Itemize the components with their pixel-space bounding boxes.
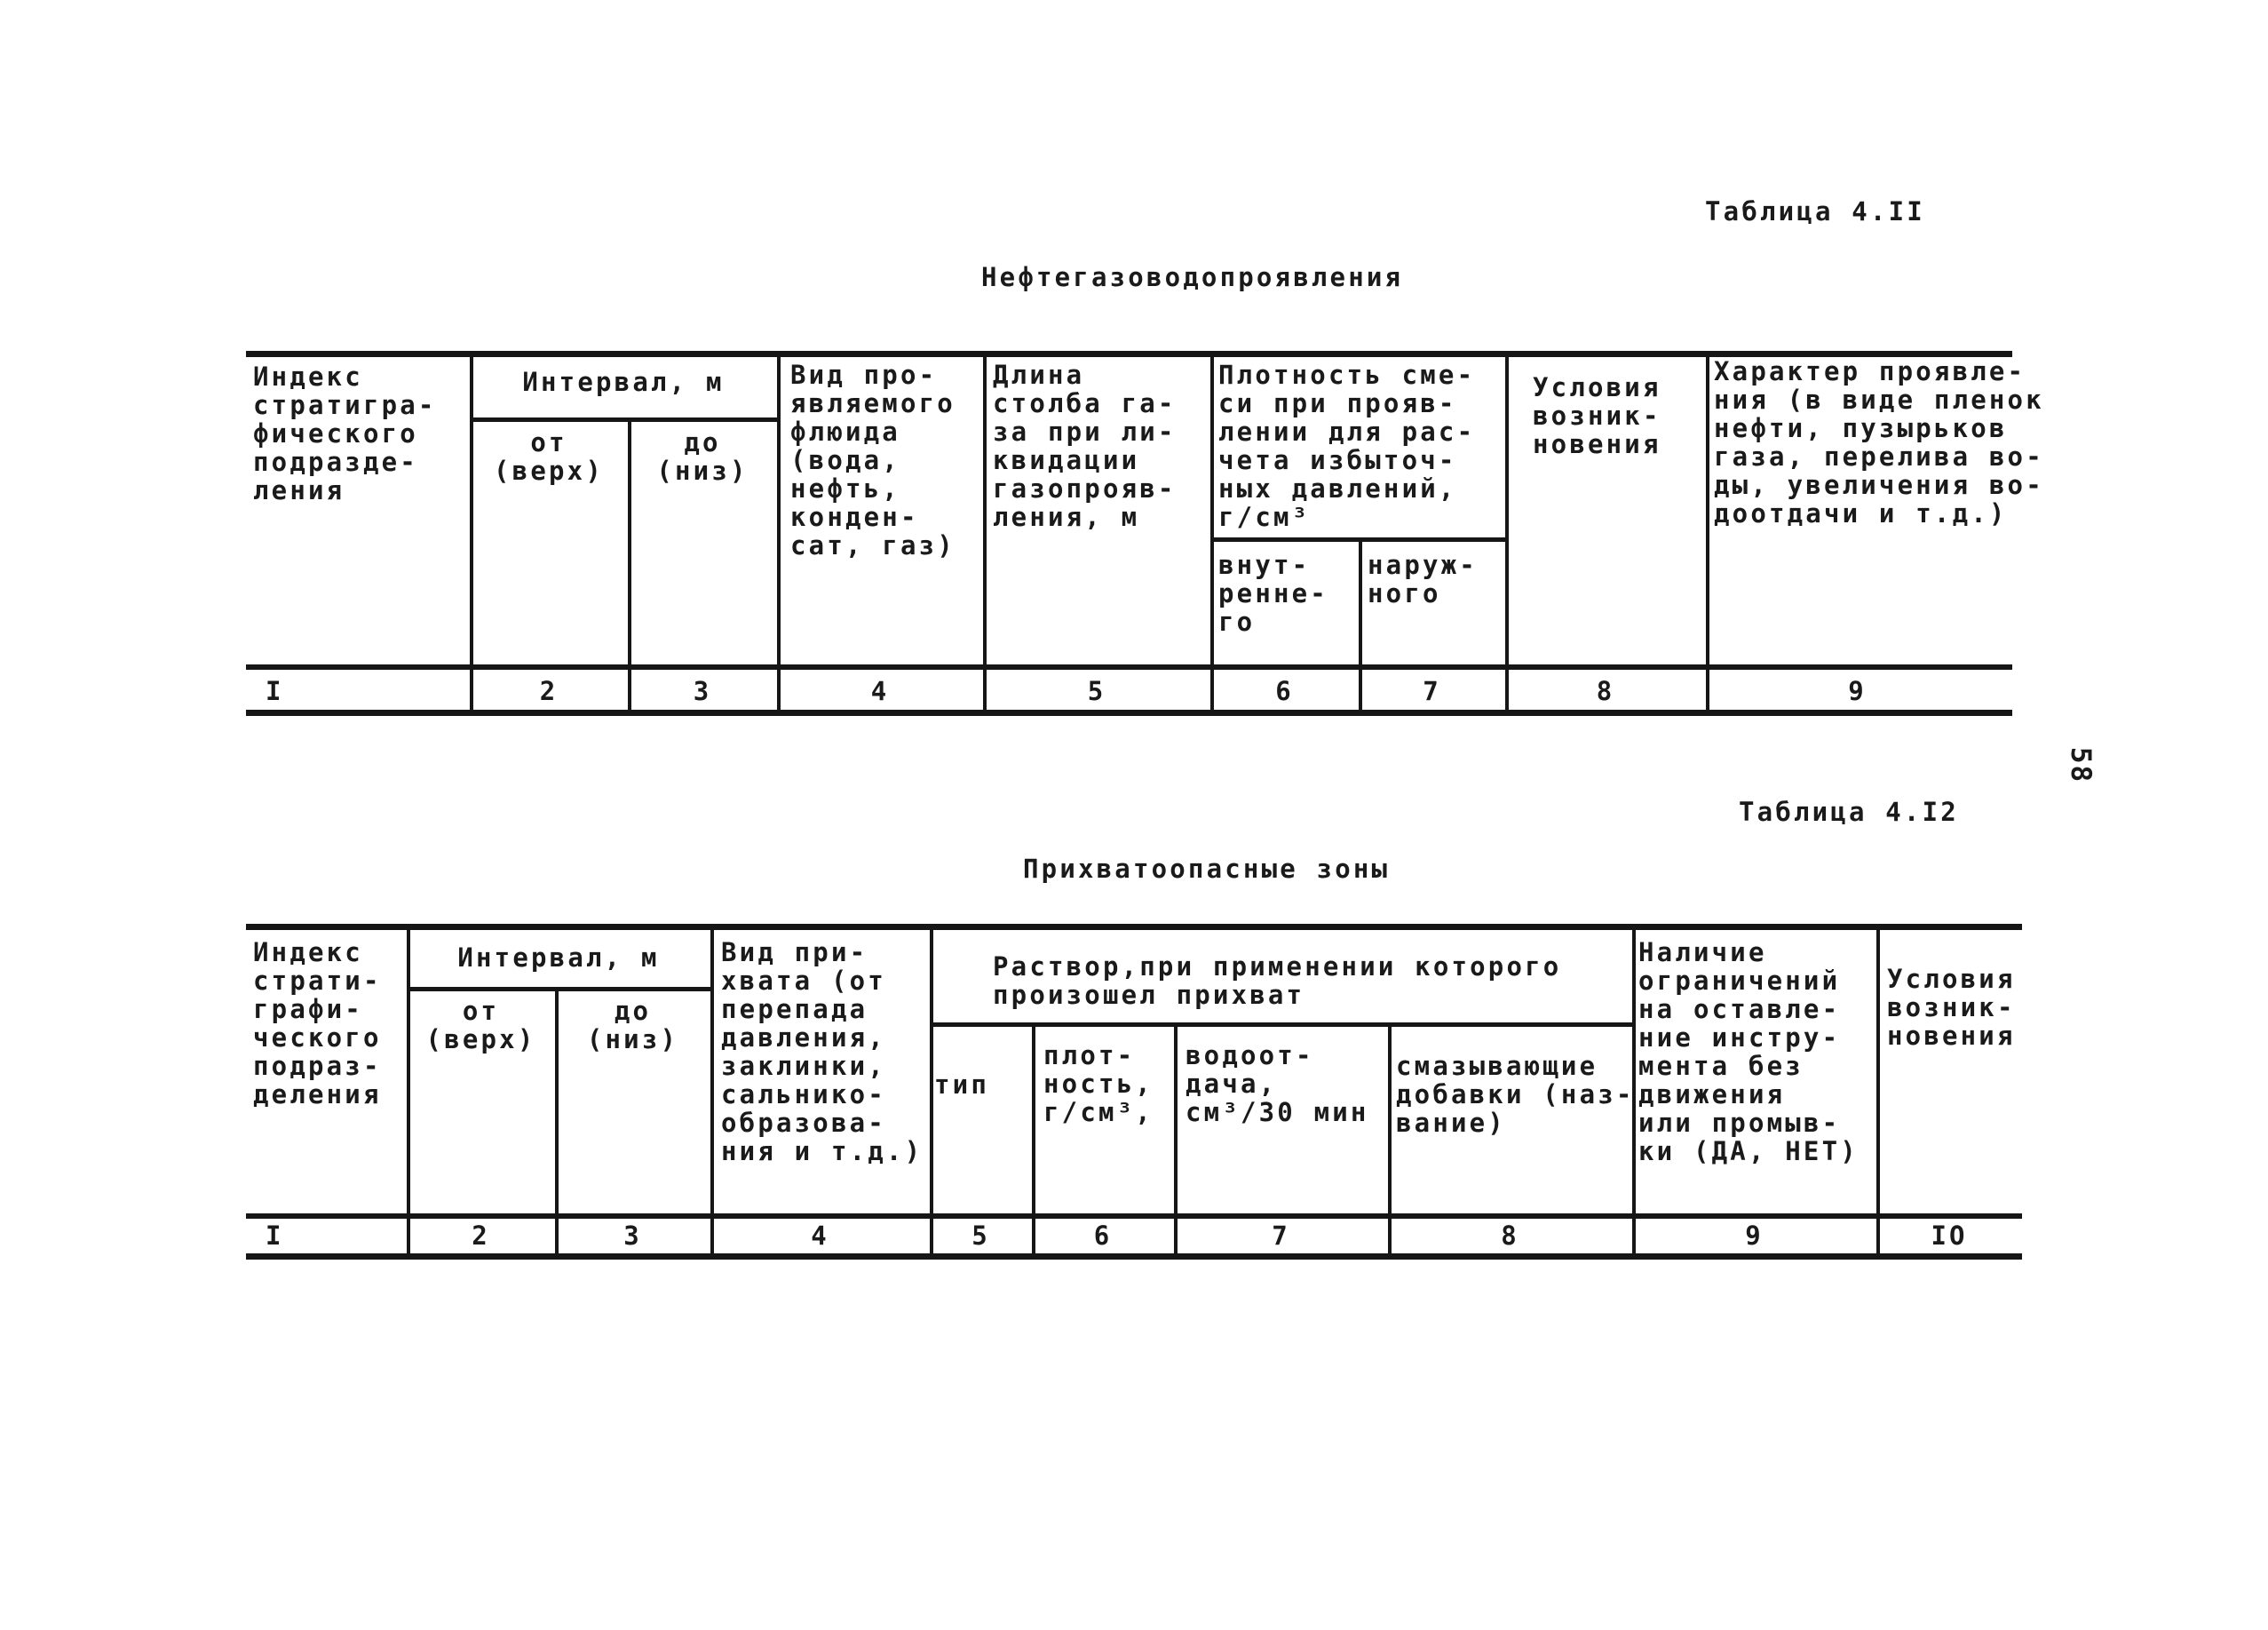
table-rule-line xyxy=(407,987,710,991)
table-rule-line xyxy=(246,1213,2022,1219)
table2-colnum-6: 6 xyxy=(1093,1221,1113,1251)
table1-header-fluid-kind: Вид про- являемого флюида (вода, нефть, … xyxy=(790,360,956,561)
table1-header-interval-from: от (верх) xyxy=(494,427,604,486)
table-rule-line xyxy=(930,924,933,1260)
table-rule-line xyxy=(407,924,410,1260)
table2-header-interval-group: Интервал, м xyxy=(457,942,660,973)
table2-header-mud-type: тип xyxy=(934,1069,989,1100)
table1-colnum-4: 4 xyxy=(870,676,890,706)
table-rule-line xyxy=(1174,1022,1178,1260)
table2-header-index: Индекс страти- графи- ческого подраз- де… xyxy=(253,937,382,1109)
table2-colnum-7: 7 xyxy=(1272,1221,1290,1251)
table-rule-line xyxy=(1876,924,1880,1260)
table-rule-line xyxy=(246,351,2012,357)
table1-colnum-3: 3 xyxy=(693,676,712,706)
table-rule-line xyxy=(470,417,777,422)
table2-header-conditions: Условия возник- новения xyxy=(1887,964,2016,1051)
table1-colnum-9: 9 xyxy=(1848,676,1867,706)
table-rule-line xyxy=(246,710,2012,716)
table2-header-mud-group: Раствор,при применении которого произоше… xyxy=(993,951,1562,1010)
table2-caption: Таблица 4.I2 xyxy=(1739,797,1959,827)
table1-header-interval-group: Интервал, м xyxy=(522,367,725,397)
table-rule-line xyxy=(1032,1022,1035,1260)
table1-colnum-2: 2 xyxy=(539,676,559,706)
table-rule-line xyxy=(1388,1022,1392,1260)
table2-header-mud-density: плот- ность, г/см³, xyxy=(1043,1040,1154,1127)
table-rule-line xyxy=(983,351,987,716)
table1-colnum-1: I xyxy=(266,676,284,706)
table-rule-line xyxy=(1359,537,1362,716)
table2-header-interval-from: от (верх) xyxy=(425,996,536,1054)
table-rule-line xyxy=(1210,351,1214,716)
table1-title: Нефтегазоводопроявления xyxy=(981,262,1404,292)
table2-colnum-3: 3 xyxy=(623,1221,642,1251)
table1-header-conditions: Условия возник- новения xyxy=(1533,372,1661,459)
table1-header-density-group: Плотность сме- си при прояв- лении для р… xyxy=(1218,360,1476,532)
table2-colnum-9: 9 xyxy=(1745,1221,1764,1251)
table2-header-sticking-kind: Вид при- хвата (от перепада давления, за… xyxy=(721,937,924,1166)
table1-header-index: Индекс стратигра- фического подразде- ле… xyxy=(253,362,437,505)
table2-header-mud-water-loss: водоот- дача, см³/30 мин xyxy=(1186,1040,1369,1127)
table1-header-character: Характер проявле- ния (в виде пленок неф… xyxy=(1714,356,2044,529)
table-rule-line xyxy=(1505,351,1509,716)
table1-header-density-outer: наруж- ного xyxy=(1368,550,1478,608)
table-rule-line xyxy=(1632,924,1636,1260)
table-rule-line xyxy=(628,417,631,716)
table2-colnum-8: 8 xyxy=(1501,1221,1519,1251)
table-rule-line xyxy=(1210,537,1505,542)
table1-colnum-5: 5 xyxy=(1087,676,1106,706)
table1-header-gas-column-length: Длина столба га- за при ли- квидации газ… xyxy=(993,360,1177,532)
table2-header-mud-additives: смазывающие добавки (наз- вание) xyxy=(1396,1051,1635,1138)
table-rule-line xyxy=(1706,351,1709,716)
table2-colnum-10: IО xyxy=(1931,1221,1968,1251)
table2-colnum-2: 2 xyxy=(472,1221,490,1251)
table2-title: Прихватоопасные зоны xyxy=(1023,854,1391,884)
table1-colnum-7: 7 xyxy=(1423,676,1441,706)
table2-colnum-5: 5 xyxy=(971,1221,990,1251)
table1-caption: Таблица 4.II xyxy=(1705,196,1925,227)
table2-header-interval-to: до (низ) xyxy=(586,996,679,1054)
table1-header-density-inner: внут- ренне- го xyxy=(1218,550,1328,637)
table2-colnum-1: I xyxy=(266,1221,284,1251)
table-rule-line xyxy=(470,351,473,716)
page-number: 58 xyxy=(2065,746,2098,784)
table-rule-line xyxy=(930,1022,1632,1027)
table-rule-line xyxy=(246,664,2012,670)
table1-colnum-8: 8 xyxy=(1596,676,1615,706)
table2-header-restrictions: Наличие ограничений на оставле- ние инст… xyxy=(1638,937,1859,1166)
table-rule-line xyxy=(555,987,559,1260)
table1-header-interval-to: до (низ) xyxy=(656,427,749,486)
table-rule-line xyxy=(710,924,714,1260)
table-rule-line xyxy=(777,351,781,716)
table1-colnum-6: 6 xyxy=(1275,676,1294,706)
table-rule-line xyxy=(246,1253,2022,1260)
table2-colnum-4: 4 xyxy=(811,1221,829,1251)
table-rule-line xyxy=(246,924,2022,930)
